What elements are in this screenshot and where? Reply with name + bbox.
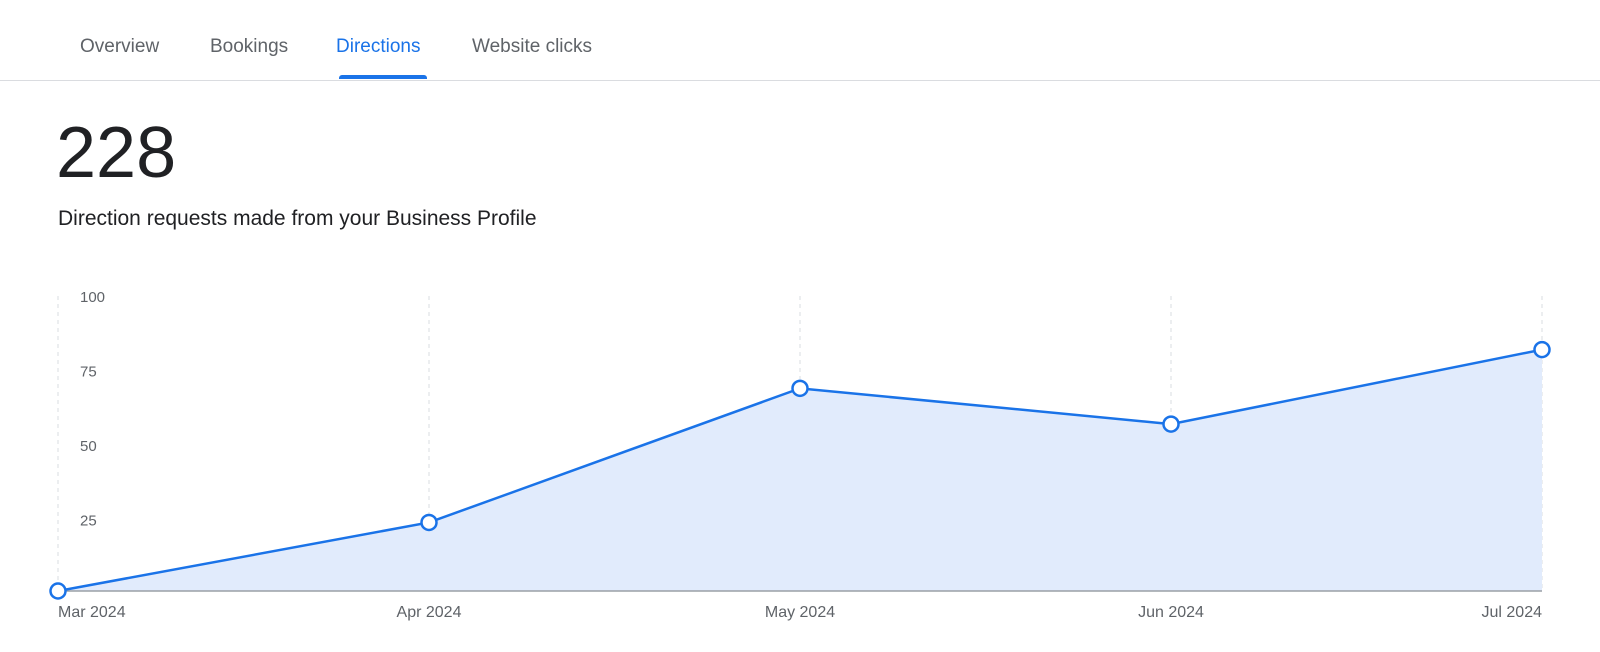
- x-tick-label: May 2024: [765, 604, 835, 621]
- x-tick-label: Jul 2024: [1482, 604, 1543, 621]
- x-tick-label: Apr 2024: [397, 604, 462, 621]
- y-tick-label: 25: [80, 513, 97, 530]
- tab-bar: Overview Bookings Directions Website cli…: [0, 0, 1600, 81]
- x-tick-label: Mar 2024: [58, 604, 126, 621]
- tab-overview[interactable]: Overview: [80, 36, 160, 57]
- tab-bookings[interactable]: Bookings: [210, 36, 289, 57]
- data-point: [49, 582, 67, 600]
- x-tick-label: Jun 2024: [1138, 604, 1204, 621]
- y-tick-label: 100: [80, 289, 105, 306]
- tab-directions[interactable]: Directions: [336, 36, 421, 57]
- metric-description: Direction requests made from your Busine…: [58, 207, 537, 230]
- total-count: 228: [56, 113, 177, 193]
- y-tick-label: 75: [80, 364, 97, 381]
- y-tick-label: 50: [80, 438, 97, 455]
- data-point: [420, 513, 438, 532]
- data-point: [1162, 415, 1180, 433]
- tab-website-clicks[interactable]: Website clicks: [472, 36, 593, 57]
- data-point: [791, 379, 809, 398]
- active-tab-indicator: [339, 75, 427, 79]
- data-point: [1533, 340, 1551, 359]
